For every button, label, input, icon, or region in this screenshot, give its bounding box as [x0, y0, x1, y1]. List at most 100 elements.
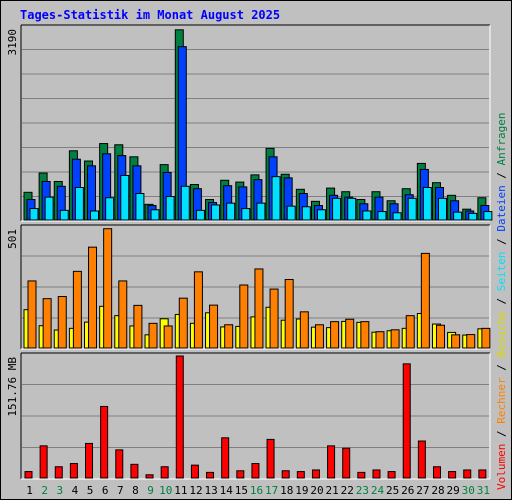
bar-sites-day-25 — [390, 329, 400, 349]
legend-sites: Rechner — [495, 377, 508, 424]
legend-separator: / — [495, 358, 508, 378]
bar-sites-day-4 — [72, 270, 82, 349]
x-tick-label-30: 30 — [462, 484, 475, 497]
x-tick-label-20: 20 — [310, 484, 323, 497]
bar-sites-day-7 — [118, 280, 128, 349]
bar-sites-day-29 — [451, 334, 461, 349]
bar-pages-day-14 — [226, 202, 236, 221]
bar-sites-day-10 — [163, 325, 173, 349]
x-tick-label-24: 24 — [371, 484, 385, 497]
bar-pages-day-3 — [59, 209, 69, 221]
legend-separator: / — [495, 424, 508, 444]
bar-pages-day-13 — [211, 204, 221, 221]
bar-pages-day-18 — [286, 205, 296, 221]
x-tick-label-8: 8 — [132, 484, 139, 497]
bar-kbytes-day-1 — [24, 471, 33, 479]
bar-sites-day-13 — [209, 304, 219, 349]
bar-sites-day-16 — [254, 268, 264, 349]
bar-pages-day-30 — [468, 212, 478, 221]
panel-top-max-label: 3190 — [6, 29, 19, 56]
x-tick-label-12: 12 — [189, 484, 202, 497]
bar-kbytes-day-21 — [327, 445, 336, 479]
x-tick-label-23: 23 — [356, 484, 369, 497]
bar-pages-day-24 — [377, 211, 387, 221]
bar-sites-day-28 — [435, 324, 445, 349]
x-tick-label-27: 27 — [416, 484, 429, 497]
x-tick-label-3: 3 — [57, 484, 64, 497]
bar-sites-day-6 — [103, 228, 113, 349]
bar-kbytes-day-29 — [448, 471, 457, 479]
bar-kbytes-day-9 — [145, 474, 154, 479]
bar-pages-day-27 — [422, 186, 432, 221]
bar-pages-day-15 — [241, 208, 251, 221]
x-tick-label-28: 28 — [431, 484, 444, 497]
bar-pages-day-8 — [135, 193, 145, 221]
bar-pages-day-9 — [150, 209, 160, 221]
bar-kbytes-day-6 — [100, 405, 109, 479]
bar-sites-day-18 — [284, 278, 294, 349]
bar-sites-day-26 — [405, 315, 415, 349]
legend-kbytes: Volumen — [495, 444, 508, 490]
x-tick-label-9: 9 — [147, 484, 154, 497]
bar-sites-day-3 — [57, 296, 67, 349]
x-tick-label-2: 2 — [41, 484, 48, 497]
legend-separator: / — [495, 165, 508, 185]
bar-kbytes-day-23 — [357, 471, 366, 479]
bar-sites-day-11 — [178, 297, 188, 349]
x-tick-label-15: 15 — [235, 484, 248, 497]
x-tick-label-10: 10 — [159, 484, 172, 497]
bar-kbytes-day-19 — [296, 471, 305, 479]
bar-kbytes-day-10 — [160, 466, 169, 479]
bar-kbytes-day-31 — [478, 469, 487, 479]
bar-pages-day-6 — [105, 197, 115, 221]
panel-middle-max-label: 501 — [6, 229, 19, 249]
bar-pages-day-20 — [316, 209, 326, 221]
bar-pages-day-22 — [347, 197, 357, 221]
bar-kbytes-day-4 — [69, 463, 78, 479]
bar-kbytes-day-13 — [206, 471, 215, 479]
x-tick-label-4: 4 — [72, 484, 79, 497]
x-tick-label-1: 1 — [26, 484, 33, 497]
bar-kbytes-day-25 — [387, 471, 396, 479]
x-tick-label-29: 29 — [447, 484, 460, 497]
panel-bottom-max-label: 151.76 MB — [6, 357, 19, 417]
bar-sites-day-31 — [481, 327, 491, 349]
bar-pages-day-28 — [437, 197, 447, 221]
bar-pages-day-21 — [332, 197, 342, 221]
bar-sites-day-17 — [269, 288, 279, 349]
bar-pages-day-29 — [453, 211, 463, 221]
bar-kbytes-day-20 — [311, 469, 320, 479]
bar-kbytes-day-15 — [236, 470, 245, 479]
x-tick-label-25: 25 — [386, 484, 399, 497]
x-tick-label-17: 17 — [265, 484, 278, 497]
x-tick-label-7: 7 — [117, 484, 124, 497]
bar-sites-day-5 — [88, 246, 98, 349]
bar-pages-day-2 — [44, 196, 54, 221]
bar-pages-day-19 — [301, 206, 311, 221]
bar-pages-day-25 — [392, 212, 402, 221]
x-tick-label-26: 26 — [401, 484, 414, 497]
bar-pages-day-23 — [362, 210, 372, 221]
bar-pages-day-16 — [256, 202, 266, 221]
bar-kbytes-day-16 — [251, 463, 260, 479]
bar-kbytes-day-5 — [85, 442, 94, 479]
x-tick-label-11: 11 — [174, 484, 187, 497]
legend-visits: Besuche — [495, 311, 508, 357]
bar-kbytes-day-17 — [266, 438, 275, 479]
bar-kbytes-day-14 — [221, 437, 230, 479]
bar-sites-day-30 — [466, 334, 476, 349]
right-legend: Volumen / Rechner / Besuche / Seiten / D… — [495, 112, 508, 490]
bar-pages-day-10 — [165, 196, 175, 221]
bar-sites-day-15 — [239, 284, 249, 349]
bar-sites-day-12 — [193, 271, 203, 349]
bar-sites-day-27 — [420, 252, 430, 349]
bar-pages-day-26 — [407, 197, 417, 221]
x-tick-label-21: 21 — [326, 484, 339, 497]
x-tick-label-5: 5 — [87, 484, 94, 497]
bar-sites-day-20 — [314, 324, 324, 349]
bar-sites-day-24 — [375, 331, 385, 349]
bar-kbytes-day-12 — [190, 464, 199, 479]
bar-pages-day-4 — [74, 186, 84, 221]
bar-kbytes-day-27 — [417, 440, 426, 479]
bar-kbytes-day-7 — [115, 449, 124, 479]
